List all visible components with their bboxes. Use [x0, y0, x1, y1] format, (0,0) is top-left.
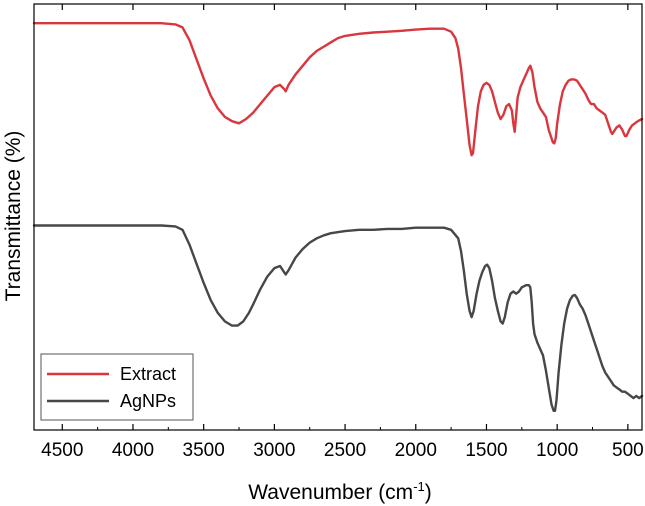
x-tick-label: 1000 [536, 440, 578, 461]
x-axis-title-superscript: -1 [413, 479, 425, 494]
plot-area [32, 22, 644, 412]
x-axis-title-close: ) [425, 481, 432, 504]
y-axis-title: Transmittance (%) [2, 131, 25, 302]
series-line-extract [32, 22, 644, 157]
x-tick-label: 3000 [253, 440, 295, 461]
legend: Extract AgNPs [40, 353, 194, 421]
axes: 4500 4000 3500 3000 2500 2000 1500 1000 500 [33, 3, 644, 461]
plot-frame [33, 3, 643, 431]
legend-box [40, 353, 194, 421]
x-tick-label: 1500 [465, 440, 507, 461]
x-tick-label: 4000 [112, 440, 154, 461]
x-tick-label: 3500 [183, 440, 225, 461]
x-axis-title: Wavenumber (cm-1) [248, 479, 432, 504]
series-line-agnps [32, 224, 644, 412]
x-axis-title-main: Wavenumber (cm [248, 481, 413, 504]
x-tick-label: 2000 [395, 440, 437, 461]
legend-label-agnps: AgNPs [120, 391, 176, 411]
x-tick-label: 500 [612, 440, 644, 461]
x-tick-label: 2500 [324, 440, 366, 461]
legend-label-extract: Extract [120, 364, 176, 384]
x-tick-label: 4500 [41, 440, 83, 461]
